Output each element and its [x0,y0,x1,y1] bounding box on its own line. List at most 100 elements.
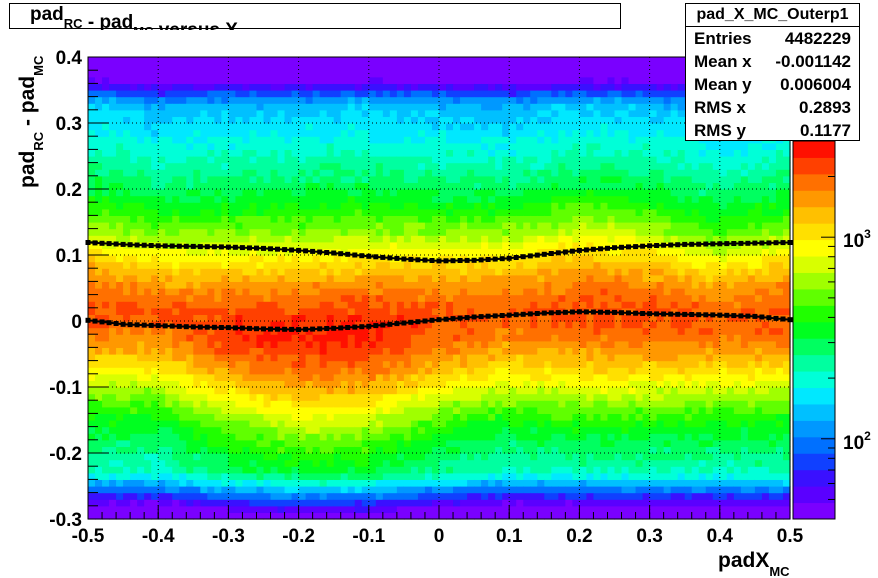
heatmap-cell [319,103,328,111]
heatmap-cell [165,268,173,276]
heatmap-cell [375,406,384,414]
heatmap-cell [263,281,272,289]
heatmap-cell [193,321,201,329]
heatmap-cell [88,433,96,441]
heatmap-cell [502,202,510,210]
heatmap-cell [382,453,391,461]
heatmap-cell [144,512,152,520]
heatmap-cell [242,149,251,157]
heatmap-cell [467,261,475,269]
heatmap-cell [453,387,461,395]
heatmap-cell [375,109,384,117]
heatmap-cell [144,76,152,84]
heatmap-cell [137,327,145,335]
heatmap-cell [263,472,272,480]
heatmap-cell [410,149,419,157]
heatmap-cell [446,103,454,111]
heatmap-cell [256,70,265,78]
heatmap-cell [495,215,503,223]
heatmap-cell [116,459,124,467]
heatmap-cell [277,466,286,474]
heatmap-cell [439,492,447,500]
heatmap-cell [256,281,265,289]
heatmap-cell [333,334,342,342]
heatmap-cell [417,486,426,494]
heatmap-cell [284,57,293,65]
heatmap-cell [221,248,229,256]
heatmap-cell [88,393,96,401]
heatmap-cell [144,294,152,302]
heatmap-cell [403,116,412,124]
heatmap-cell [144,255,152,263]
heatmap-cell [326,393,335,401]
heatmap-cell [417,136,426,144]
heatmap-cell [312,294,321,302]
heatmap-cell [375,499,384,507]
heatmap-cell [410,195,419,203]
heatmap-cell [446,505,454,513]
heatmap-cell [551,334,559,342]
heatmap-cell [565,327,573,335]
heatmap-cell [130,136,138,144]
heatmap-cell [361,512,370,520]
heatmap-cell [249,314,258,322]
heatmap-cell [389,248,398,256]
heatmap-cell [467,129,475,137]
heatmap-cell [284,109,293,117]
heatmap-cell [431,195,440,203]
heatmap-cell [502,182,510,190]
heatmap-cell [95,380,103,388]
heatmap-cell [151,400,159,408]
heatmap-cell [95,222,103,230]
heatmap-cell [439,373,447,381]
heatmap-cell [88,307,96,315]
heatmap-cell [137,505,145,513]
heatmap-cell [410,288,419,296]
heatmap-cell [474,149,482,157]
heatmap-cell [312,373,321,381]
heatmap-cell [319,321,328,329]
heatmap-cell [354,492,363,500]
heatmap-cell [572,314,580,322]
heatmap-cell [326,288,335,296]
heatmap-cell [179,301,187,309]
heatmap-cell [102,373,110,381]
heatmap-cell [403,413,412,421]
heatmap-cell [516,116,524,124]
heatmap-cell [453,76,461,84]
heatmap-cell [137,307,145,315]
heatmap-cell [509,235,517,243]
heatmap-cell [88,136,96,144]
heatmap-cell [474,162,482,170]
heatmap-cell [537,294,545,302]
heatmap-cell [130,420,138,428]
heatmap-cell [396,109,405,117]
heatmap-cell [109,439,117,447]
heatmap-cell [221,175,229,183]
heatmap-cell [516,426,524,434]
heatmap-cell [439,472,447,480]
heatmap-cell [474,182,482,190]
heatmap-cell [389,268,398,276]
heatmap-cell [130,123,138,131]
heatmap-cell [263,90,272,98]
heatmap-cell [200,123,208,131]
heatmap-cell [193,307,201,315]
heatmap-cell [544,57,552,65]
heatmap-cell [544,373,552,381]
heatmap-cell [235,505,244,513]
heatmap-cell [523,380,531,388]
heatmap-cell [172,103,180,111]
heatmap-cell [516,307,524,315]
heatmap-cell [495,512,503,520]
heatmap-cell [228,103,237,111]
heatmap-cell [207,109,215,117]
heatmap-cell [298,123,307,131]
heatmap-cell [186,512,194,520]
heatmap-cell [333,241,342,249]
heatmap-cell [382,406,391,414]
heatmap-cell [460,288,468,296]
heatmap-cell [256,235,265,243]
heatmap-cell [137,334,145,342]
heatmap-cell [396,393,405,401]
